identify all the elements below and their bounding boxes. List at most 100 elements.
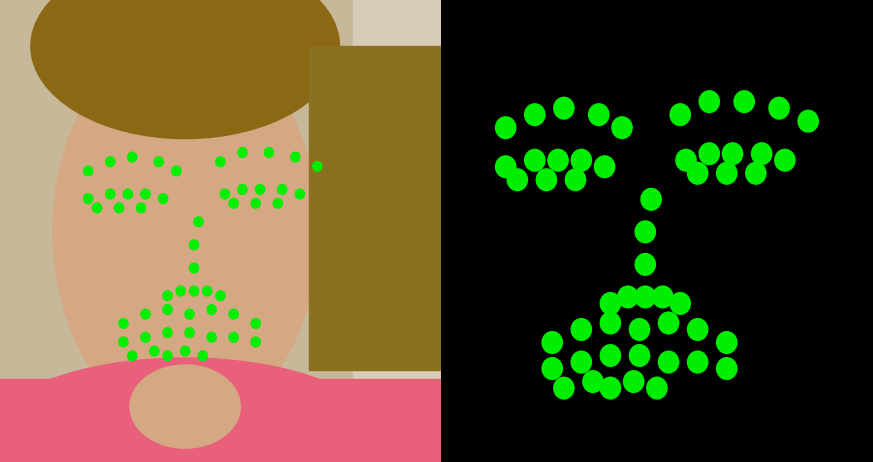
Circle shape <box>113 202 124 213</box>
Circle shape <box>635 286 656 309</box>
Circle shape <box>524 103 546 126</box>
Circle shape <box>495 155 517 178</box>
Circle shape <box>237 147 248 158</box>
Circle shape <box>175 286 186 297</box>
Circle shape <box>670 103 691 126</box>
Circle shape <box>541 357 563 380</box>
Circle shape <box>571 149 592 172</box>
Circle shape <box>745 162 766 185</box>
Circle shape <box>184 309 195 320</box>
Circle shape <box>237 184 248 195</box>
Circle shape <box>206 332 217 343</box>
Circle shape <box>768 97 790 120</box>
Circle shape <box>206 304 217 315</box>
Circle shape <box>722 142 743 165</box>
Circle shape <box>582 370 604 393</box>
Circle shape <box>313 161 323 172</box>
Circle shape <box>162 304 173 315</box>
Circle shape <box>197 350 208 361</box>
Circle shape <box>622 370 644 393</box>
Circle shape <box>189 262 199 274</box>
Circle shape <box>657 351 679 374</box>
Circle shape <box>797 109 819 133</box>
Circle shape <box>215 290 226 301</box>
Circle shape <box>127 350 138 361</box>
Circle shape <box>264 147 274 158</box>
Circle shape <box>215 156 226 167</box>
Circle shape <box>524 149 546 172</box>
Circle shape <box>698 142 720 165</box>
Circle shape <box>171 165 182 176</box>
Circle shape <box>594 155 615 178</box>
Ellipse shape <box>0 358 383 462</box>
Circle shape <box>141 332 151 343</box>
Circle shape <box>105 188 115 200</box>
Circle shape <box>600 344 622 367</box>
Circle shape <box>122 188 134 200</box>
Circle shape <box>162 327 173 338</box>
Circle shape <box>162 290 173 301</box>
Circle shape <box>141 309 151 320</box>
Circle shape <box>600 377 622 400</box>
Circle shape <box>670 292 691 315</box>
Circle shape <box>83 193 93 204</box>
Circle shape <box>136 202 147 213</box>
Ellipse shape <box>53 35 318 427</box>
Circle shape <box>229 309 239 320</box>
Circle shape <box>571 351 592 374</box>
Circle shape <box>141 188 151 200</box>
Circle shape <box>571 318 592 341</box>
Circle shape <box>652 286 674 309</box>
Circle shape <box>553 377 574 400</box>
Circle shape <box>733 90 755 113</box>
Circle shape <box>536 168 557 191</box>
Circle shape <box>698 90 720 113</box>
Circle shape <box>565 168 587 191</box>
Circle shape <box>127 152 138 163</box>
Circle shape <box>646 377 668 400</box>
Circle shape <box>617 286 639 309</box>
Circle shape <box>229 332 239 343</box>
Circle shape <box>547 149 569 172</box>
Circle shape <box>675 149 697 172</box>
Circle shape <box>629 344 650 367</box>
Circle shape <box>611 116 633 139</box>
Circle shape <box>716 162 738 185</box>
Circle shape <box>588 103 609 126</box>
Circle shape <box>272 198 283 209</box>
Circle shape <box>158 193 168 204</box>
Circle shape <box>105 156 115 167</box>
Circle shape <box>149 346 160 357</box>
Circle shape <box>774 149 795 172</box>
Circle shape <box>635 220 656 243</box>
Circle shape <box>716 331 738 354</box>
Circle shape <box>553 97 574 120</box>
Circle shape <box>189 286 199 297</box>
Circle shape <box>180 346 190 357</box>
Circle shape <box>290 152 300 163</box>
Circle shape <box>635 253 656 276</box>
Ellipse shape <box>130 365 240 448</box>
Circle shape <box>92 202 102 213</box>
Circle shape <box>716 357 738 380</box>
Bar <box>353 0 441 462</box>
Circle shape <box>600 311 622 334</box>
Circle shape <box>629 318 650 341</box>
Circle shape <box>162 350 173 361</box>
Circle shape <box>184 327 195 338</box>
Circle shape <box>154 156 164 167</box>
Circle shape <box>657 311 679 334</box>
Circle shape <box>506 168 528 191</box>
Circle shape <box>294 188 305 200</box>
Bar <box>309 46 441 370</box>
Circle shape <box>202 286 212 297</box>
Circle shape <box>251 198 261 209</box>
Circle shape <box>687 351 709 374</box>
Circle shape <box>251 318 261 329</box>
Circle shape <box>189 239 199 250</box>
Bar <box>0 379 441 462</box>
Circle shape <box>118 336 128 347</box>
Circle shape <box>600 292 622 315</box>
Circle shape <box>255 184 265 195</box>
Circle shape <box>541 331 563 354</box>
